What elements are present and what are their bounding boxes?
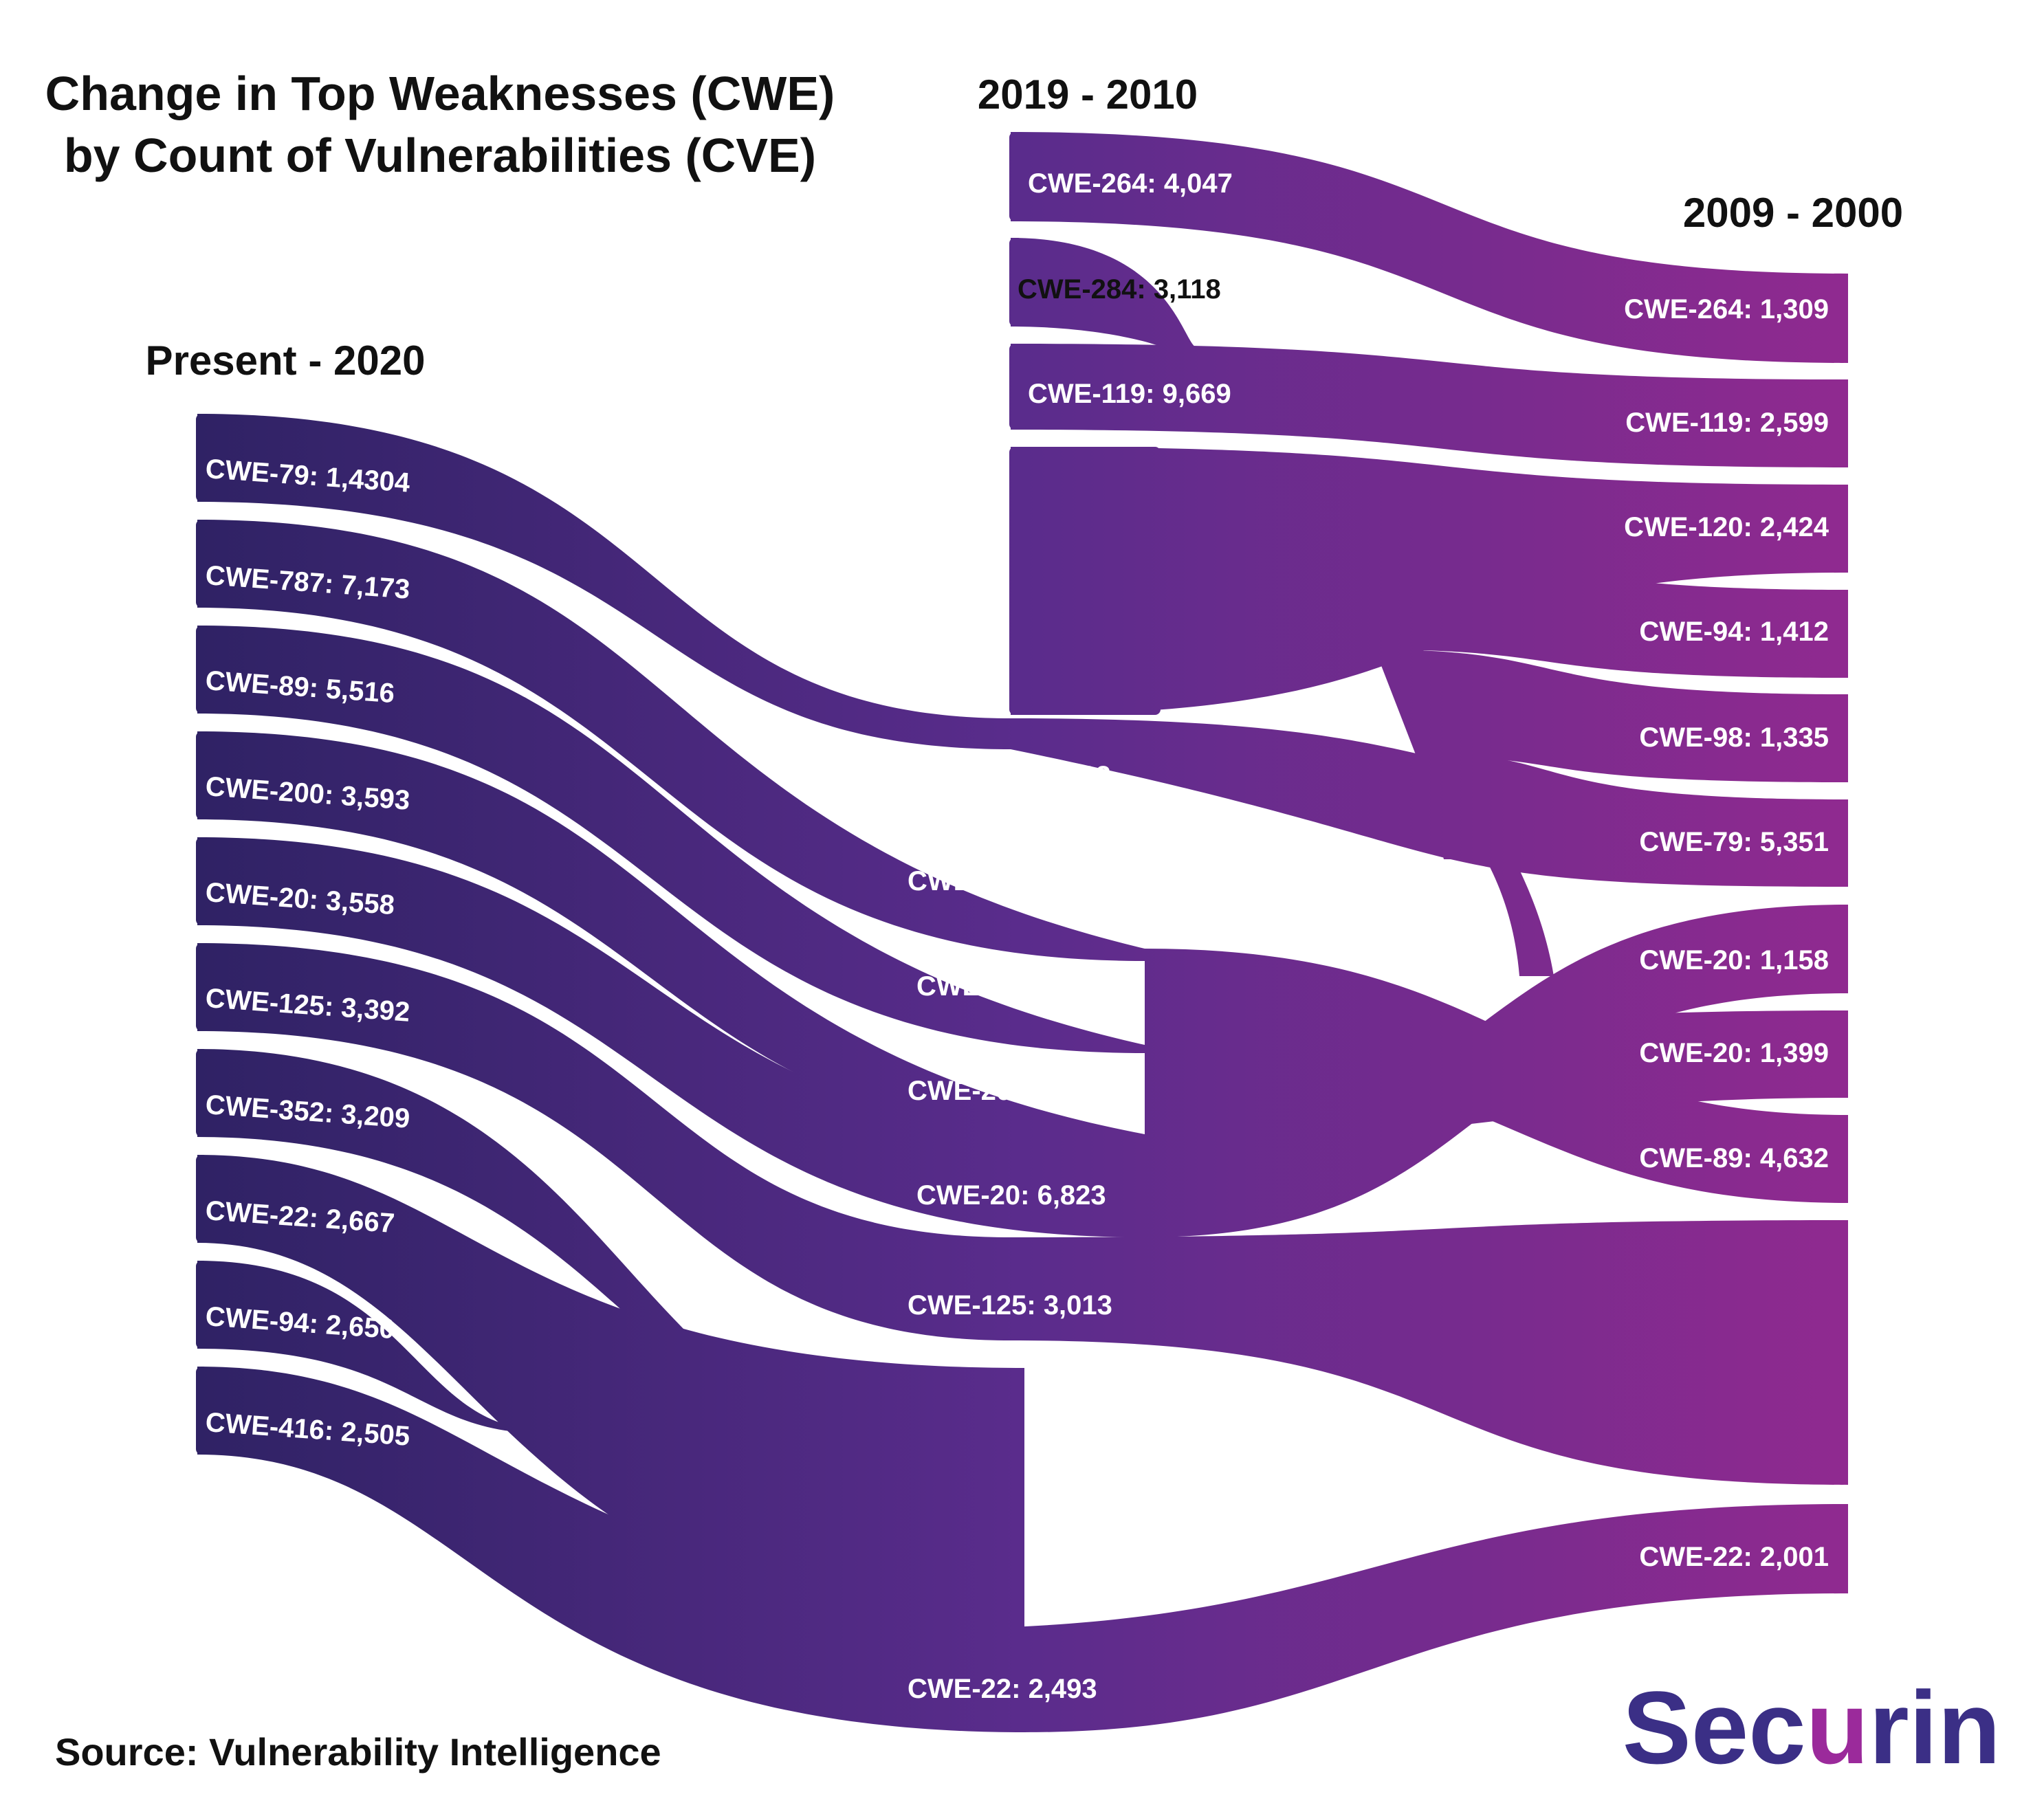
node-bar-past-5	[1836, 694, 1848, 782]
label-mid-top-2: CWE-284: 3,118	[1018, 274, 1221, 305]
node-bar-past-3	[1836, 485, 1848, 573]
flow-cwe-cross-diag	[1403, 756, 1554, 976]
labels-past: CWE-264: 1,309 CWE-119: 2,599 CWE-120: 2…	[1624, 294, 1829, 1572]
column-heading-2019-2010: 2019 - 2010	[978, 71, 1198, 118]
label-past-2: CWE-119: 2,599	[1625, 408, 1829, 438]
flow-cwe-352	[197, 1049, 914, 1450]
label-past-5: CWE-98: 1,335	[1639, 722, 1829, 753]
flow-cwe-125-mid	[1011, 1220, 1848, 1485]
logo-wordmark: Securin	[1623, 1670, 2001, 1785]
flow-cwe-787	[197, 520, 1145, 961]
node-bars	[196, 132, 1848, 1629]
node-bar-present-10	[196, 1367, 208, 1455]
labels-mid: CWE-79: 11,163 CWE-787: 3,269 CWE-89: 3,…	[908, 761, 1112, 1704]
node-bar-present-8	[196, 1155, 208, 1243]
label-mid-2: CWE-787: 3,269	[908, 866, 1112, 896]
label-past-3: CWE-120: 2,424	[1624, 512, 1829, 542]
node-bar-present-1	[196, 414, 208, 502]
node-bar-mid-top-1	[1009, 132, 1023, 221]
node-bar-mid-top-3	[1009, 344, 1023, 430]
flow-cwe-94-mid	[1375, 650, 1848, 782]
node-bar-present-7	[196, 1049, 208, 1137]
flow-cwe-200	[197, 731, 1145, 1147]
node-bar-present-5	[196, 837, 208, 925]
node-bar-past-8	[1836, 1010, 1848, 1098]
flow-cwe-416	[197, 1367, 1024, 1732]
flow-cwe-94	[197, 1261, 543, 1433]
label-mid-7: CWE-22: 2,493	[908, 1674, 1097, 1704]
node-bar-mid-cwe-22	[914, 1368, 1024, 1629]
label-mid-6: CWE-125: 3,013	[908, 1290, 1112, 1321]
chart-title: Change in Top Weaknesses (CWE) by Count …	[45, 67, 835, 182]
flow-cwe-20	[197, 837, 1145, 1237]
label-mid-top-3: CWE-119: 9,669	[1028, 379, 1231, 409]
flow-cwe-264	[1011, 132, 1848, 363]
label-mid-3: CWE-89: 3,496	[916, 971, 1106, 1002]
source-note: Source: Vulnerability Intelligence	[55, 1730, 661, 1774]
flow-cwe-89-mid	[1145, 949, 1848, 1203]
flow-cwe-79	[197, 414, 1011, 749]
flow-cwe-119	[1011, 344, 1848, 467]
node-bar-past-2	[1836, 379, 1848, 467]
node-bar-mid-big	[1009, 447, 1161, 715]
node-bar-past-1	[1836, 274, 1848, 363]
label-past-8: CWE-20: 1,399	[1639, 1038, 1829, 1068]
label-past-7: CWE-20: 1,158	[1639, 945, 1829, 975]
node-bar-present-9	[196, 1261, 208, 1349]
node-bar-past-11	[1836, 1504, 1848, 1593]
label-past-6: CWE-79: 5,351	[1639, 827, 1829, 857]
securin-logo: Securin	[1623, 1670, 2001, 1785]
label-mid-top-1: CWE-264: 4,047	[1028, 168, 1233, 199]
flow-cwe-22-present	[197, 1155, 1024, 1631]
label-past-4: CWE-94: 1,412	[1639, 617, 1829, 647]
node-bar-present-2	[196, 520, 208, 608]
node-bar-past-4	[1836, 590, 1848, 678]
labels-mid-top: CWE-264: 4,047 CWE-284: 3,118 CWE-119: 9…	[1018, 168, 1233, 409]
label-mid-5: CWE-20: 6,823	[916, 1180, 1106, 1211]
node-bar-past-10	[1836, 1220, 1848, 1485]
flow-ribbons	[197, 132, 1848, 1732]
flow-cwe-89	[197, 626, 1145, 1053]
label-past-9: CWE-89: 4,632	[1639, 1143, 1829, 1173]
label-mid-4: CWE-200: 6,561	[908, 1076, 1112, 1106]
node-bar-present-3	[196, 626, 208, 714]
node-bar-mid-top-2	[1009, 238, 1023, 327]
node-bar-present-4	[196, 731, 208, 819]
title-line-2: by Count of Vulnerabilities (CVE)	[64, 129, 816, 182]
title-line-1: Change in Top Weaknesses (CWE)	[45, 67, 835, 120]
flow-cwe-125	[197, 943, 1011, 1340]
label-mid-1: CWE-79: 11,163	[908, 761, 1111, 791]
node-bar-past-7	[1836, 905, 1848, 993]
column-heading-present: Present - 2020	[146, 338, 426, 384]
flow-cwe-120	[1306, 550, 1848, 678]
flow-cwe-22-mid	[914, 1504, 1848, 1732]
label-past-1: CWE-264: 1,309	[1624, 294, 1829, 324]
node-bar-present-6	[196, 943, 208, 1031]
flow-cwe-284-loop	[1011, 238, 1196, 347]
column-heading-2009-2000: 2009 - 2000	[1683, 190, 1903, 236]
flow-cwe-79-mid	[1011, 718, 1848, 887]
label-past-10: CWE-22: 2,001	[1639, 1542, 1829, 1572]
node-bar-past-9	[1836, 1115, 1848, 1203]
node-bar-past-6	[1836, 799, 1848, 887]
